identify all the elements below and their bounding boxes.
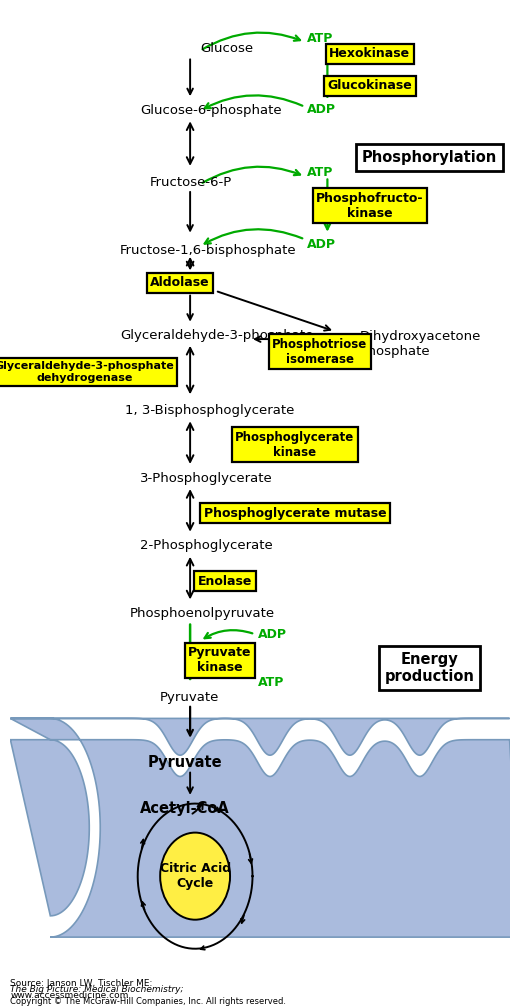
Text: Fructose-6-P: Fructose-6-P <box>150 175 232 188</box>
Text: Enolase: Enolase <box>198 575 252 588</box>
Text: Hexokinase: Hexokinase <box>329 47 410 60</box>
Text: Copyright © The McGraw-Hill Companies, Inc. All rights reserved.: Copyright © The McGraw-Hill Companies, I… <box>10 997 287 1006</box>
Text: ADP: ADP <box>307 238 336 251</box>
Text: 3-Phosphoglycerate: 3-Phosphoglycerate <box>140 472 273 485</box>
Text: ATP: ATP <box>257 676 284 689</box>
Ellipse shape <box>160 833 230 919</box>
Text: Phosphoglycerate
kinase: Phosphoglycerate kinase <box>236 430 355 459</box>
Text: Phosphotriose
isomerase: Phosphotriose isomerase <box>272 338 368 366</box>
Text: Glucose: Glucose <box>200 42 253 55</box>
Text: Glyceraldehyde-3-phosphate
dehydrogenase: Glyceraldehyde-3-phosphate dehydrogenase <box>0 361 174 383</box>
Text: Glucokinase: Glucokinase <box>328 79 412 92</box>
Text: Source: Janson LW, Tischler ME:: Source: Janson LW, Tischler ME: <box>10 979 155 988</box>
Text: ADP: ADP <box>307 103 336 116</box>
Text: Phosphoglycerate mutase: Phosphoglycerate mutase <box>204 507 386 520</box>
Text: ATP: ATP <box>307 31 334 44</box>
Text: Pyruvate
kinase: Pyruvate kinase <box>188 646 252 674</box>
Text: Acetyl-CoA: Acetyl-CoA <box>140 801 230 815</box>
Text: Pyruvate: Pyruvate <box>148 755 223 770</box>
Text: Phosphoenolpyruvate: Phosphoenolpyruvate <box>130 608 275 620</box>
Text: Pyruvate: Pyruvate <box>160 690 219 704</box>
Polygon shape <box>10 719 519 937</box>
Text: ATP: ATP <box>307 166 334 179</box>
Text: Fructose-1,6-bisphosphate: Fructose-1,6-bisphosphate <box>120 244 297 257</box>
Text: 2-Phosphoglycerate: 2-Phosphoglycerate <box>140 538 273 551</box>
Text: Dihydroxyacetone
phosphate: Dihydroxyacetone phosphate <box>360 330 481 358</box>
Text: Phosphofructo-
kinase: Phosphofructo- kinase <box>316 192 424 220</box>
Text: Aldolase: Aldolase <box>150 276 210 289</box>
Text: ADP: ADP <box>257 628 287 641</box>
Text: Glucose-6-phosphate: Glucose-6-phosphate <box>140 104 282 117</box>
Text: www.accessmedicine.com: www.accessmedicine.com <box>10 991 129 1000</box>
Text: Energy
production: Energy production <box>385 652 475 684</box>
Text: Glyceraldehyde-3-phosphate: Glyceraldehyde-3-phosphate <box>120 329 314 342</box>
Text: 1, 3-Bisphosphoglycerate: 1, 3-Bisphosphoglycerate <box>125 404 295 417</box>
Text: Citric Acid
Cycle: Citric Acid Cycle <box>160 862 231 890</box>
Text: Phosphorylation: Phosphorylation <box>362 149 497 164</box>
Text: The Big Picture: Medical Biochemistry;: The Big Picture: Medical Biochemistry; <box>10 985 184 994</box>
